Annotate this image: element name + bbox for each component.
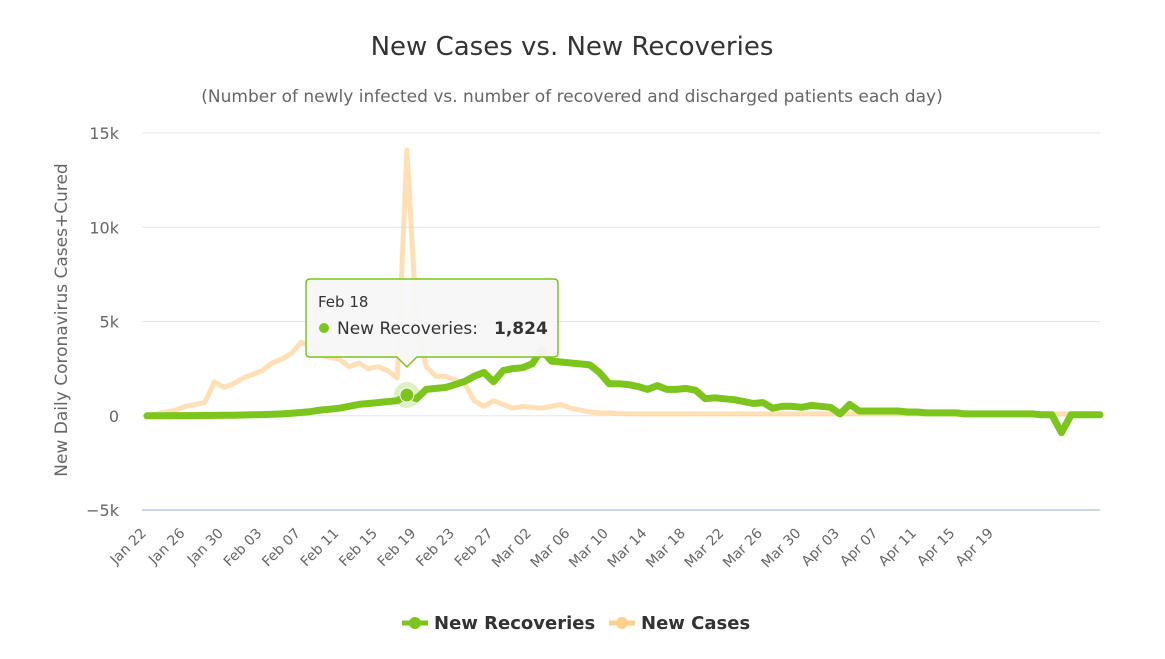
tooltip: Feb 18 New Recoveries: 1,824 [305, 278, 559, 409]
x-tick-label: Jan 30 [184, 526, 227, 569]
legend-item-new-recoveries[interactable]: New Recoveries [402, 613, 595, 634]
chart-subtitle: (Number of newly infected vs. number of … [201, 87, 942, 107]
y-tick-label: 0 [109, 407, 119, 426]
legend-symbol-marker [616, 617, 628, 629]
legend-label: New Recoveries [434, 613, 595, 634]
x-tick-label: Mar 14 [605, 525, 651, 571]
y-axis-ticks: −5k 0 5k 10k 15k [86, 124, 120, 520]
y-axis-label: New Daily Coronavirus Cases+Cured [52, 163, 72, 476]
new-cases-line [144, 147, 1103, 419]
legend-label: New Cases [641, 613, 750, 634]
legend: New Recoveries New Cases [402, 613, 750, 634]
legend-symbol-marker [409, 617, 421, 629]
x-tick-label: Mar 06 [528, 525, 574, 571]
tooltip-value: 1,824 [494, 319, 548, 339]
x-tick-label: Mar 26 [720, 525, 766, 571]
x-tick-label: Apr 03 [799, 526, 843, 570]
y-tick-label: 10k [89, 218, 119, 237]
x-tick-label: Mar 18 [643, 526, 689, 572]
new-recoveries-line [143, 346, 1104, 437]
x-tick-label: Feb 19 [375, 526, 420, 571]
hover-point[interactable] [399, 387, 415, 403]
tooltip-series-name: New Recoveries: [337, 319, 478, 339]
x-tick-label: Feb 11 [298, 526, 343, 571]
grid-lines [142, 132, 1100, 511]
x-tick-label: Jan 22 [107, 526, 150, 569]
x-tick-label: Feb 03 [221, 526, 266, 571]
x-tick-label: Feb 27 [452, 526, 497, 571]
x-tick-label: Mar 22 [682, 526, 728, 572]
y-tick-label: 5k [100, 313, 120, 332]
x-tick-label: Mar 30 [759, 526, 805, 572]
tooltip-date: Feb 18 [318, 293, 368, 311]
y-tick-label: −5k [86, 501, 120, 520]
x-tick-label: Apr 11 [876, 526, 920, 570]
x-tick-label: Apr 19 [953, 526, 997, 570]
x-tick-label: Feb 07 [259, 526, 304, 571]
x-tick-label: Feb 15 [336, 526, 381, 571]
series-lines [143, 147, 1104, 437]
x-tick-label: Jan 26 [145, 525, 188, 568]
x-tick-label: Mar 02 [489, 526, 535, 572]
legend-item-new-cases[interactable]: New Cases [609, 613, 750, 634]
x-tick-label: Mar 10 [566, 526, 612, 572]
chart-title: New Cases vs. New Recoveries [371, 32, 774, 62]
tooltip-series-marker [319, 323, 329, 333]
x-tick-label: Feb 23 [413, 526, 458, 571]
x-tick-label: Apr 07 [837, 526, 881, 570]
y-tick-label: 15k [89, 124, 119, 143]
x-tick-label: Apr 15 [914, 526, 958, 570]
tooltip-box [305, 278, 559, 369]
